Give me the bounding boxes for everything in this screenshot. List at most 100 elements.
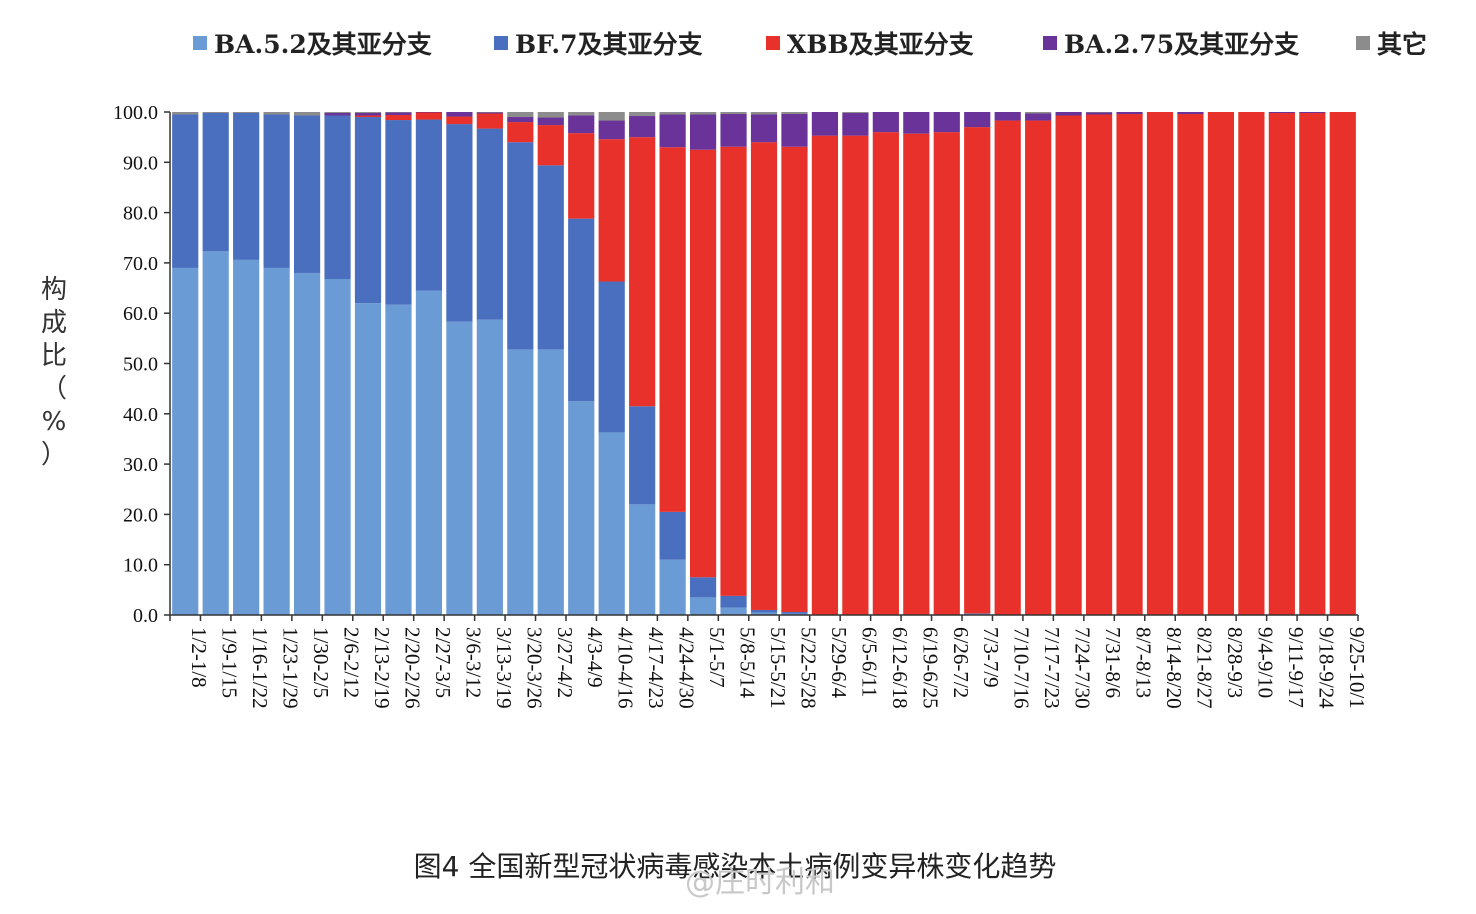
bar-segment: [324, 279, 351, 615]
bar-segment: [568, 218, 595, 402]
legend-item: BA.5.2及其亚分支: [193, 30, 432, 59]
bar-segment: [1299, 112, 1326, 114]
bar-segment: [1329, 112, 1356, 615]
bar-segment: [689, 597, 717, 615]
bar-stack: [842, 112, 869, 615]
x-tick-label: 4/3-4/9: [583, 627, 607, 688]
bar-segment: [842, 112, 869, 114]
bar-segment: [263, 112, 290, 115]
legend-item: 其它: [1356, 30, 1427, 59]
bar-segment: [446, 124, 473, 322]
bar-segment: [537, 125, 564, 166]
bar-segment: [233, 112, 260, 114]
bar-segment: [1116, 114, 1143, 615]
bar-segment: [476, 112, 503, 114]
bar-segment: [842, 113, 869, 136]
y-axis-label-char: 比: [41, 341, 67, 371]
legend-label: 其它: [1377, 30, 1427, 59]
bar-segment: [537, 112, 564, 118]
bar-segment: [568, 401, 595, 615]
bar-stack: [233, 112, 260, 615]
y-axis-label: 构成比（%）: [41, 275, 67, 470]
bar-stack: [629, 112, 656, 615]
bar-segment: [385, 120, 412, 305]
bar-segment: [385, 115, 412, 121]
x-tick-label: 7/10-7/16: [1010, 627, 1034, 709]
bar-segment: [720, 607, 747, 615]
bar-segment: [293, 115, 321, 273]
x-tick-label: 5/1-5/7: [705, 627, 729, 688]
bar-segment: [507, 122, 534, 143]
x-tick-label: 9/25-10/1: [1345, 627, 1369, 709]
bar-stack: [1207, 112, 1235, 615]
bar-segment: [1268, 112, 1295, 114]
bar-stack: [507, 112, 534, 615]
watermark: @庄时利和: [685, 865, 835, 900]
bar-segment: [811, 112, 839, 136]
legend-swatch: [494, 36, 508, 50]
legend-label: BA.2.75及其亚分支: [1064, 30, 1299, 59]
bar-segment: [781, 146, 808, 612]
bar-segment: [1085, 112, 1113, 113]
bar-stack: [659, 112, 686, 615]
bar-segment: [842, 135, 869, 615]
bar-segment: [293, 112, 321, 116]
bar-segment: [476, 113, 503, 129]
bar-segment: [202, 251, 229, 615]
bar-segment: [354, 115, 382, 118]
bar-stack: [811, 112, 839, 615]
y-tick-label: 100.0: [113, 102, 158, 124]
bar-segment: [598, 139, 625, 282]
legend-label: BF.7及其亚分支: [515, 30, 702, 59]
bar-segment: [233, 113, 260, 260]
y-tick-label: 60.0: [123, 303, 158, 325]
y-tick-label: 30.0: [123, 454, 158, 476]
bar-segment: [750, 114, 778, 143]
bar-segment: [659, 112, 686, 115]
x-axis: 1/2-1/8 1/9-1/15 1/16-1/22 1/23-1/29 1/30-2/…: [169, 614, 1369, 709]
x-tick-label: 9/4-9/10: [1253, 627, 1277, 698]
legend-item: BA.2.75及其亚分支: [1043, 30, 1299, 59]
legend-item: BF.7及其亚分支: [494, 30, 702, 59]
bar-segment: [720, 112, 747, 115]
x-tick-label: 7/3-7/9: [979, 627, 1003, 688]
bar-segment: [1055, 112, 1082, 116]
bar-stack: [689, 112, 717, 615]
bar-segment: [568, 115, 595, 134]
bar-stack: [872, 112, 899, 615]
bar-segment: [750, 112, 778, 115]
bar-segment: [568, 112, 595, 116]
y-axis-label-char: （: [41, 374, 67, 404]
bar-stack: [324, 112, 351, 615]
y-tick-label: 40.0: [123, 404, 158, 426]
bar-segment: [1238, 112, 1265, 615]
bar-segment: [324, 113, 351, 116]
bar-segment: [568, 133, 595, 219]
bar-segment: [354, 117, 382, 304]
x-tick-label: 2/6-2/12: [340, 627, 364, 698]
bar-segment: [750, 142, 778, 610]
bar-segment: [172, 114, 199, 268]
bar-stack: [1238, 112, 1265, 615]
y-axis-label-char: %: [42, 407, 67, 437]
bar-segment: [1085, 112, 1113, 115]
x-tick-label: 7/31-8/6: [1101, 627, 1125, 698]
bar-stack: [781, 112, 808, 615]
bar-segment: [629, 406, 656, 505]
y-axis-label-char: ）: [41, 440, 67, 470]
bar-segment: [964, 127, 991, 614]
bar-segment: [1146, 112, 1174, 615]
bar-stack: [1268, 112, 1295, 615]
x-tick-label: 3/20-3/26: [522, 627, 546, 709]
bar-segment: [720, 146, 747, 596]
bar-segment: [446, 321, 473, 615]
y-tick-label: 90.0: [123, 152, 158, 174]
bar-stack: [263, 112, 290, 615]
chart-legend: BA.5.2及其亚分支 BF.7及其亚分支 XBB及其亚分支 BA.2.75及其亚分支…: [193, 30, 1427, 59]
bar-segment: [781, 112, 808, 115]
bar-segment: [689, 112, 717, 115]
bar-segment: [598, 120, 625, 140]
x-tick-label: 8/28-9/3: [1223, 627, 1247, 698]
legend-label: XBB及其亚分支: [787, 30, 974, 59]
